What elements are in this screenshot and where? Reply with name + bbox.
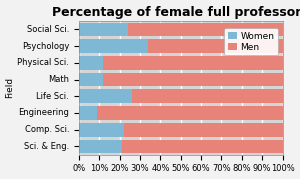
Bar (79, 73, 104, 86)
Y-axis label: Field: Field (6, 77, 15, 98)
Bar (124, 123, 283, 137)
Bar (97, 106, 283, 120)
Bar (103, 73, 283, 86)
Bar (128, 23, 283, 36)
Legend: Women, Men: Women, Men (224, 28, 278, 55)
Bar (79, 23, 128, 36)
Bar (79, 106, 97, 120)
Bar (132, 90, 283, 103)
Bar (79, 90, 132, 103)
Bar (122, 139, 283, 153)
Bar (148, 39, 283, 53)
Bar (79, 56, 104, 70)
Bar (79, 123, 124, 137)
Bar (79, 39, 148, 53)
Title: Percentage of female full professors: Percentage of female full professors (52, 6, 300, 19)
Bar (103, 56, 283, 70)
Bar (79, 139, 122, 153)
